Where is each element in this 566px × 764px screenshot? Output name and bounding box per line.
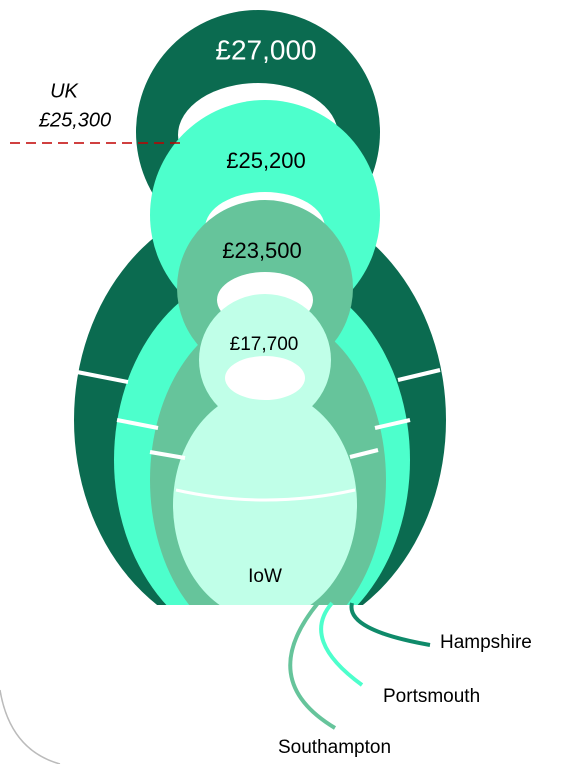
value-label: £17,700: [230, 334, 299, 355]
iow-face: [225, 356, 305, 400]
uk-name: UK: [50, 80, 79, 102]
doll-name: Hampshire: [440, 632, 532, 653]
iow-body: [173, 390, 357, 620]
uk-label: £25,300: [38, 109, 111, 131]
frame-corner: [0, 689, 61, 764]
belts: [76, 368, 441, 502]
value-label: £27,000: [215, 34, 316, 65]
doll-name: Southampton: [278, 737, 391, 758]
southampton-leader: [288, 601, 337, 730]
base-cut: [60, 605, 460, 665]
doll-name: IoW: [248, 566, 282, 587]
value-label: £25,200: [226, 148, 306, 173]
portsmouth-leader: [319, 601, 364, 687]
doll-name: Portsmouth: [383, 686, 480, 707]
hampshire-leader: [349, 602, 431, 647]
value-label: £23,500: [222, 238, 302, 263]
